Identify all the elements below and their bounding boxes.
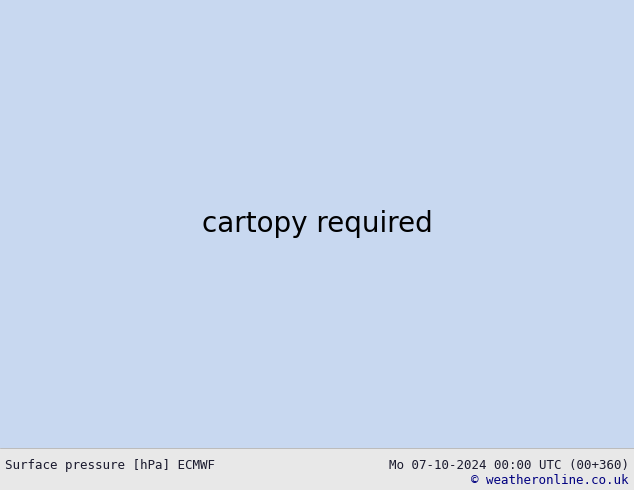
Text: Surface pressure [hPa] ECMWF: Surface pressure [hPa] ECMWF <box>5 459 215 471</box>
Text: © weatheronline.co.uk: © weatheronline.co.uk <box>472 474 629 487</box>
Text: cartopy required: cartopy required <box>202 210 432 238</box>
Text: Mo 07-10-2024 00:00 UTC (00+360): Mo 07-10-2024 00:00 UTC (00+360) <box>389 459 629 471</box>
